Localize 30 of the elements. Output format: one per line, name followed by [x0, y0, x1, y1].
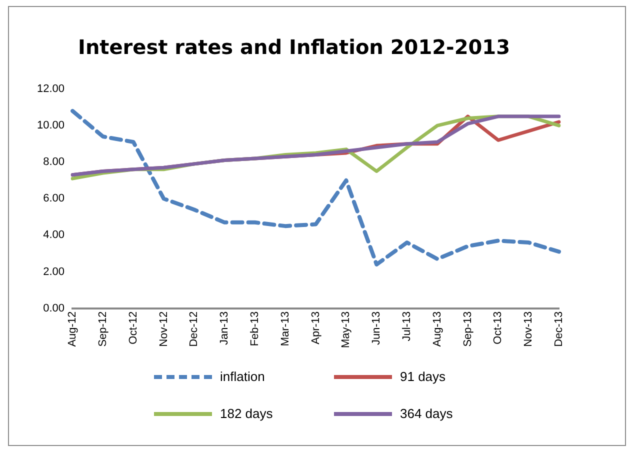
x-tick-label: Nov-12 — [158, 311, 170, 347]
chart-title: Interest rates and Inflation 2012-2013 — [78, 35, 510, 60]
x-tick-label: May-13 — [340, 311, 352, 348]
legend-label: 182 days — [220, 406, 273, 421]
legend-label: inflation — [220, 369, 265, 384]
legend-label: 91 days — [400, 369, 446, 384]
x-tick-label: Dec-12 — [188, 311, 200, 347]
legend-label: 364 days — [400, 406, 453, 421]
x-tick-label: Aug-12 — [66, 311, 79, 347]
y-tick-label: 6.00 — [43, 192, 65, 205]
y-tick-label: 10.00 — [36, 120, 65, 132]
line-series — [70, 108, 561, 266]
y-tick-label: 8.00 — [43, 156, 65, 168]
y-tick-label: 0.00 — [43, 302, 65, 314]
x-tick-label: Oct-13 — [492, 311, 504, 344]
x-tick-label: Jul-13 — [401, 311, 414, 342]
x-tick-label: Jun-13 — [370, 311, 383, 345]
x-tick-label: Feb-13 — [248, 311, 261, 346]
y-tick-label: 12.00 — [36, 83, 65, 96]
x-tick-label: Aug-13 — [431, 311, 444, 347]
x-tick-label: Dec-13 — [553, 311, 566, 347]
x-tick-label: Sep-12 — [96, 311, 109, 347]
x-tick-label: Nov-13 — [522, 311, 535, 347]
x-tick-label: Jan-13 — [218, 311, 231, 345]
y-tick-label: 2.00 — [43, 266, 65, 278]
x-tick-label: Oct-12 — [127, 311, 140, 344]
x-tick-label: Sep-13 — [462, 311, 474, 347]
x-tick-label: Mar-13 — [279, 311, 292, 346]
x-tick-label: Apr-13 — [310, 311, 322, 344]
y-tick-label: 4.00 — [43, 229, 65, 242]
